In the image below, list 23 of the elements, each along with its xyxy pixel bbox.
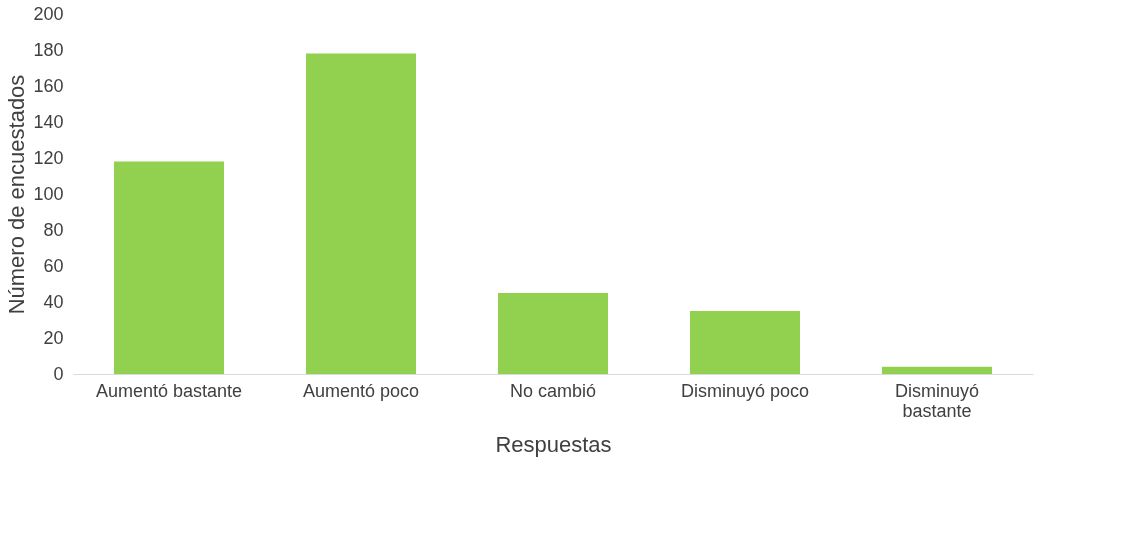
bar [114,161,224,374]
x-tick-label: Disminuyó bastante [894,380,980,421]
y-tick-label: 0 [53,363,64,384]
y-tick-label: 120 [33,147,64,168]
x-axis-title: Respuestas [495,431,612,457]
y-tick-label: 80 [43,219,64,240]
y-tick-label: 180 [33,39,64,60]
x-tick-label: Aumentó poco [302,380,420,401]
y-tick-label: 20 [43,327,64,348]
x-tick-label: Aumentó bastante [95,380,243,401]
x-tick-label: No cambió [509,380,597,401]
y-tick-label: 100 [33,183,64,204]
y-tick-label: 140 [33,111,64,132]
bar [690,311,800,374]
bar [306,53,416,374]
bar [882,366,992,374]
bar [498,293,608,374]
y-tick-label: 200 [33,3,64,24]
x-tick-label: Disminuyó poco [680,380,810,401]
y-axis-title: Número de encuestados [4,74,30,315]
y-tick-label: 160 [33,75,64,96]
y-tick-label: 40 [43,291,64,312]
y-tick-label: 60 [43,255,64,276]
